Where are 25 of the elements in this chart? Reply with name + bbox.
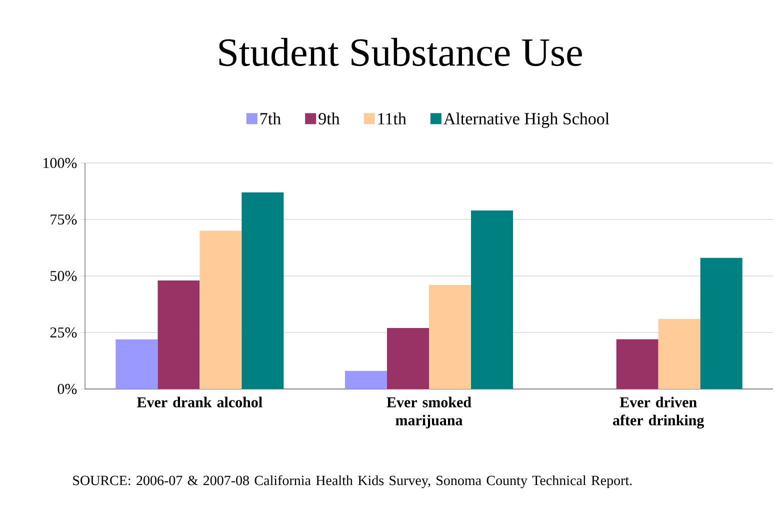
bar: [345, 370, 388, 389]
legend-label: 11th: [378, 112, 406, 124]
x-tick-label: Ever driven after drinking: [612, 396, 704, 429]
bar: [429, 285, 472, 389]
bar: [158, 280, 200, 389]
bar: [700, 258, 742, 389]
bar: [242, 192, 284, 389]
y-tick-label: 75%: [50, 214, 77, 225]
source-note: SOURCE: 2006-07 & 2007-08 California Health Kids Survey, Sonoma County Technical Report.: [73, 475, 632, 488]
bar: [387, 328, 430, 389]
bar: [658, 318, 700, 389]
legend-label: Alternative High School: [444, 112, 610, 128]
bar: [616, 339, 658, 389]
bar: [471, 210, 514, 389]
y-tick-label: 50%: [50, 270, 77, 282]
legend-label: 7th: [260, 112, 281, 124]
y-tick-label: 0%: [58, 384, 77, 394]
x-tick-label: Ever smoked marijuana: [386, 396, 472, 428]
y-tick-label: 100%: [44, 158, 77, 168]
x-tick-label: Ever drank alcohol: [137, 396, 262, 408]
bar: [116, 339, 158, 389]
y-tick-label: 25%: [50, 327, 77, 338]
chart-title: Student Substance Use: [219, 38, 582, 66]
legend-label: 9th: [318, 112, 340, 124]
bar: [200, 230, 242, 389]
